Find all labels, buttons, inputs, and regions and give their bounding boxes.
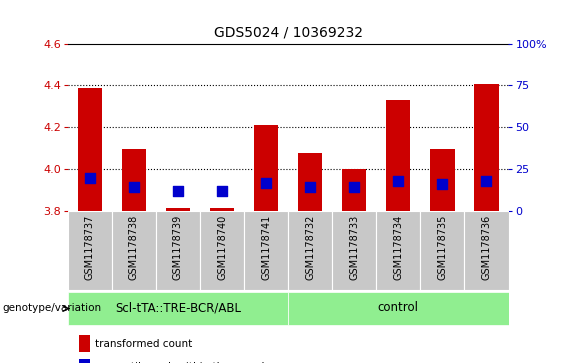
Bar bbox=[464, 211, 508, 290]
Bar bbox=[79, 359, 90, 363]
Point bbox=[173, 188, 182, 193]
Text: percentile rank within the sample: percentile rank within the sample bbox=[94, 362, 271, 363]
Bar bbox=[288, 292, 508, 325]
Bar bbox=[431, 149, 454, 211]
Point bbox=[438, 182, 447, 187]
Text: GSM1178735: GSM1178735 bbox=[437, 215, 447, 280]
Text: GSM1178738: GSM1178738 bbox=[129, 215, 139, 280]
Bar bbox=[420, 211, 464, 290]
Bar bbox=[78, 89, 102, 211]
Text: control: control bbox=[378, 301, 419, 314]
Bar bbox=[166, 208, 190, 211]
Point bbox=[482, 178, 491, 184]
Text: GSM1178736: GSM1178736 bbox=[481, 215, 492, 280]
Text: GSM1178733: GSM1178733 bbox=[349, 215, 359, 280]
Text: GSM1178732: GSM1178732 bbox=[305, 215, 315, 280]
Bar bbox=[68, 292, 288, 325]
Text: GSM1178740: GSM1178740 bbox=[217, 215, 227, 280]
Bar bbox=[254, 125, 278, 211]
Text: GSM1178739: GSM1178739 bbox=[173, 215, 183, 280]
Bar bbox=[200, 211, 244, 290]
Bar bbox=[332, 211, 376, 290]
Bar bbox=[342, 169, 366, 211]
Point bbox=[350, 184, 359, 189]
Text: GSM1178741: GSM1178741 bbox=[261, 215, 271, 280]
Bar bbox=[68, 211, 112, 290]
Point bbox=[85, 175, 94, 181]
Bar bbox=[156, 211, 200, 290]
Bar bbox=[475, 84, 498, 211]
Bar bbox=[210, 208, 234, 211]
Point bbox=[262, 180, 271, 186]
Point bbox=[129, 184, 138, 189]
Bar bbox=[244, 211, 288, 290]
Title: GDS5024 / 10369232: GDS5024 / 10369232 bbox=[214, 26, 363, 40]
Bar bbox=[122, 149, 146, 211]
Bar bbox=[79, 335, 90, 351]
Bar bbox=[288, 211, 332, 290]
Text: Scl-tTA::TRE-BCR/ABL: Scl-tTA::TRE-BCR/ABL bbox=[115, 301, 241, 314]
Bar bbox=[298, 153, 322, 211]
Bar bbox=[112, 211, 156, 290]
Point bbox=[306, 184, 315, 189]
Text: GSM1178737: GSM1178737 bbox=[85, 215, 95, 280]
Text: GSM1178734: GSM1178734 bbox=[393, 215, 403, 280]
Text: genotype/variation: genotype/variation bbox=[3, 303, 102, 313]
Bar bbox=[386, 100, 410, 211]
Point bbox=[218, 188, 227, 193]
Bar bbox=[376, 211, 420, 290]
Text: transformed count: transformed count bbox=[94, 339, 192, 348]
Point bbox=[394, 178, 403, 184]
